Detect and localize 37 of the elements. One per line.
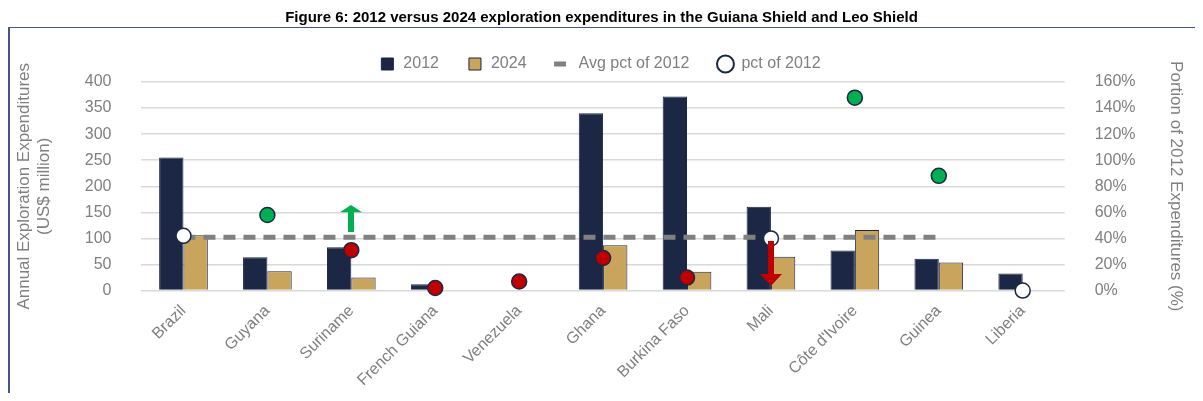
point	[510, 273, 528, 290]
y-tick-label: 100	[84, 228, 112, 246]
y-tick-label: 250	[84, 150, 112, 168]
point	[846, 89, 864, 106]
y2-tick-label: 120%	[1094, 124, 1136, 142]
y-tick-label: 50	[93, 254, 112, 272]
y2-tick-label: 160%	[1094, 72, 1136, 90]
y2-tick-label: 80%	[1094, 176, 1127, 194]
bar	[243, 257, 268, 290]
y2-tick-label: 40%	[1094, 228, 1127, 246]
legend-label: 2012	[403, 54, 440, 72]
legend-label: 2024	[490, 54, 527, 72]
y2-tick-label: 20%	[1094, 254, 1127, 272]
y2-tick-label: 140%	[1094, 98, 1136, 116]
y2-axis-title: Portion of 2012 Expenditures (%)	[1167, 61, 1187, 312]
y-tick-label: 350	[84, 98, 112, 116]
point	[594, 249, 612, 267]
y2-tick-label: 100%	[1094, 150, 1136, 168]
point	[343, 241, 360, 259]
legend-label: Avg pct of 2012	[578, 54, 690, 72]
y-tick-label: 400	[84, 72, 112, 90]
point	[678, 269, 696, 286]
legend-label: pct of 2012	[741, 54, 821, 72]
chart-title: Figure 6: 2012 versus 2024 exploration expenditures in the Guiana Shield and Leo Shield	[284, 8, 919, 27]
point	[175, 227, 192, 245]
y2-tick-label: 60%	[1094, 202, 1127, 220]
point	[259, 206, 276, 224]
y-tick-label: 150	[84, 202, 112, 220]
point	[426, 279, 444, 297]
y-tick-label: 200	[84, 176, 112, 194]
y2-tick-label: 0%	[1094, 280, 1118, 298]
point	[1014, 282, 1031, 299]
point	[930, 167, 948, 185]
y-tick-label: 0	[102, 280, 112, 298]
x-tick-label: Mali	[743, 301, 777, 335]
y-tick-label: 300	[84, 124, 112, 142]
y-axis-title: Annual Exploration Expenditures (US$ million)	[13, 62, 54, 310]
